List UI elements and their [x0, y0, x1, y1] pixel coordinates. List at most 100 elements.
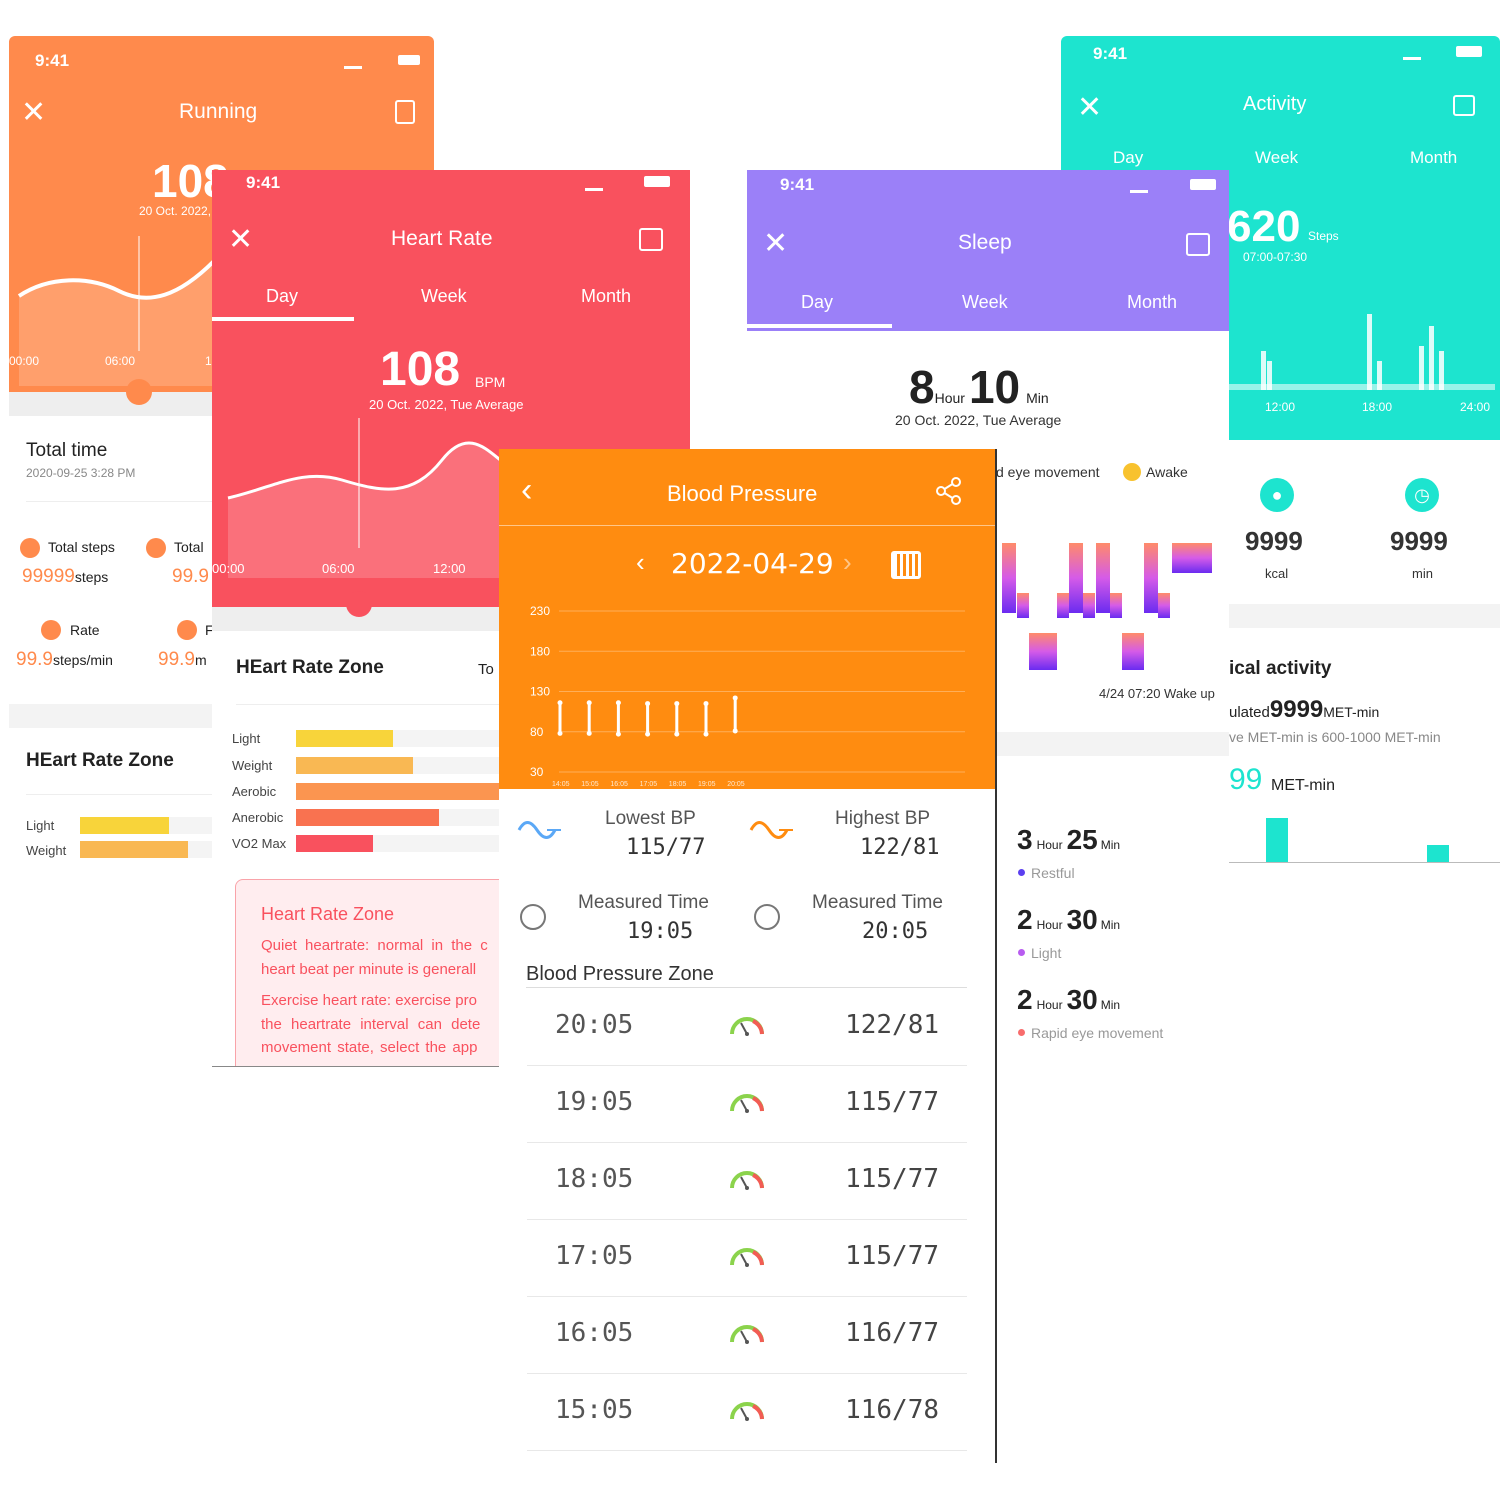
sleep-tab-day[interactable]: Day [801, 292, 834, 312]
bp-record-value: 115/77 [845, 1241, 939, 1271]
calendar-icon[interactable] [1453, 95, 1475, 116]
met-value: 99 [1229, 763, 1263, 796]
gauge-icon [729, 1241, 765, 1272]
bp-record-time: 19:05 [555, 1087, 634, 1117]
gauge-icon [729, 1164, 765, 1195]
met-baseline [1229, 862, 1500, 863]
bp-record-row[interactable]: 17:05 115/77 [527, 1219, 967, 1297]
stat-f-unit: m [194, 652, 207, 668]
divider [26, 501, 226, 502]
stage-rem: 2 Hour 30 Min [1017, 984, 1120, 1016]
heart-tab-day[interactable]: Day [266, 286, 299, 306]
heart-zone-anerobic-bar [296, 809, 439, 826]
divider [26, 794, 212, 795]
stat-steps-unit: steps [74, 569, 109, 585]
highest-bp-icon [749, 821, 793, 839]
calendar-icon[interactable] [1186, 233, 1210, 256]
bp-record-row[interactable]: 20:05 122/81 [527, 988, 967, 1066]
close-icon[interactable]: ✕ [21, 96, 47, 129]
heart-tab-indicator [212, 317, 354, 321]
close-icon[interactable]: ✕ [763, 227, 789, 260]
activity-tab-day[interactable]: Day [1113, 148, 1144, 167]
sleep-tab-week[interactable]: Week [962, 292, 1008, 312]
sleep-title: Sleep [958, 231, 1012, 254]
stat-rate-value: 99.9steps/min [16, 649, 113, 671]
heart-tab-week[interactable]: Week [421, 286, 467, 306]
back-icon[interactable]: ‹ [521, 471, 533, 509]
stage-restful-dot [1018, 869, 1025, 876]
chart-y-tick: 130 [530, 685, 550, 699]
chart-low-point [732, 728, 738, 734]
chart-x-tick: 16:05 [610, 781, 628, 788]
chart-low-point [557, 730, 563, 736]
activity-signal-icon [1403, 47, 1421, 60]
heart-zone-weight-label: Weight [232, 758, 273, 773]
stat-total-icon [146, 538, 166, 558]
chart-y-tick: 80 [530, 725, 544, 739]
heart-tab-month[interactable]: Month [581, 286, 632, 306]
chart-low-point [586, 730, 592, 736]
bp-record-row[interactable]: 19:05 115/77 [527, 1065, 967, 1143]
activity-bar-chart [1227, 314, 1495, 390]
activity-steps-unit: Steps [1308, 229, 1339, 243]
running-curve [17, 236, 216, 386]
clock-icon [754, 904, 780, 930]
next-date-icon[interactable]: › [843, 547, 852, 577]
share-icon[interactable] [935, 477, 963, 505]
chart-high-point [674, 701, 680, 707]
report-icon[interactable] [395, 100, 415, 124]
chart-low-point [703, 731, 709, 737]
heart-zone-aerobic-label: Aerobic [232, 784, 277, 799]
kcal-unit: kcal [1265, 566, 1289, 581]
heart-zone-light-label: Light [232, 731, 261, 746]
section-divider [987, 732, 1229, 756]
bp-record-value: 116/77 [845, 1318, 939, 1348]
stat-steps-label: Total steps [48, 539, 115, 555]
stage-hours: 2 [1017, 984, 1033, 1015]
close-icon[interactable]: ✕ [1077, 91, 1103, 124]
chart-x-tick: 20:05 [727, 781, 745, 788]
stat-rate-unit: steps/min [52, 652, 113, 668]
chart-low-point [674, 731, 680, 737]
heart-unit: BPM [475, 374, 506, 390]
bp-record-row[interactable]: 18:05 115/77 [527, 1142, 967, 1220]
measured-time-low-value: 19:05 [627, 919, 694, 944]
stat-total-value: 99.9 [172, 566, 209, 587]
sleep-battery-icon [1190, 179, 1216, 190]
running-signal-icon [344, 56, 362, 69]
running-zone-light-track [80, 817, 212, 834]
activity-tick-2: 24:00 [1460, 400, 1491, 414]
heart-date: 20 Oct. 2022, Tue Average [369, 397, 524, 412]
measured-time-high-label: Measured Time [812, 892, 943, 913]
close-icon[interactable]: ✕ [228, 223, 254, 256]
running-zone-light-label: Light [26, 818, 55, 833]
heart-zone-title: HEart Rate Zone [236, 657, 384, 678]
section-divider [1221, 604, 1500, 628]
heart-tick-1: 06:00 [322, 561, 355, 576]
stage-hours: 3 [1017, 824, 1033, 855]
heart-title: Heart Rate [391, 227, 493, 250]
running-zone-title: HEart Rate Zone [26, 750, 174, 771]
stage-restful: 3 Hour 25 Min [1017, 824, 1120, 856]
running-zone-weight-bar [80, 841, 188, 858]
heart-slider-handle[interactable] [346, 591, 372, 617]
activity-tab-month[interactable]: Month [1410, 148, 1458, 167]
stat-steps-number: 99999 [22, 566, 75, 587]
chart-x-tick: 17:05 [640, 781, 658, 788]
calendar-icon[interactable] [639, 228, 663, 251]
stage-mins: 25 [1066, 824, 1098, 855]
bp-record-row[interactable]: 15:05 116/78 [527, 1373, 967, 1451]
sleep-tab-month[interactable]: Month [1127, 292, 1178, 312]
chart-y-tick: 230 [530, 604, 550, 618]
running-slider-handle[interactable] [126, 379, 152, 405]
running-date: 20 Oct. 2022, [139, 204, 212, 218]
bp-record-row[interactable]: 16:05 116/77 [527, 1296, 967, 1374]
prev-date-icon[interactable]: ‹ [636, 547, 645, 577]
sleep-signal-icon [1130, 180, 1148, 193]
calendar-icon[interactable] [891, 551, 921, 579]
activity-tab-week[interactable]: Week [1255, 148, 1299, 167]
heart-curve [227, 418, 513, 578]
running-zone-weight-track [80, 841, 212, 858]
kcal-value: 9999 [1245, 526, 1303, 556]
activity-battery-icon [1456, 46, 1482, 57]
